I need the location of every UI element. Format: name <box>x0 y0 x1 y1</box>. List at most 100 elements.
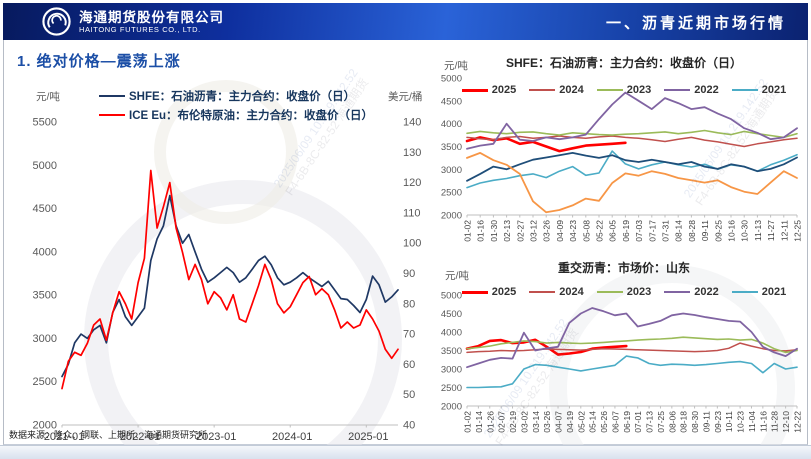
shfe-seasonal-chart: 2000 2500 3000 3500 4000 4500 5000 01-02 01-16 01… <box>441 74 803 242</box>
x-axis-tick-label: 08-18 <box>679 411 689 433</box>
y-axis-tick-label: 3000 <box>441 365 462 376</box>
legend-swatch <box>461 290 488 294</box>
x-axis-tick-label: 01-26 <box>485 411 495 433</box>
legend-item-2022: 2022 <box>664 286 719 298</box>
legend-swatch <box>529 89 556 91</box>
x-axis-tick-label: 07-01 <box>633 411 643 433</box>
y-axis-tick-label: 3500 <box>441 346 462 357</box>
x-axis-tick-label: 09-11 <box>701 411 711 432</box>
legend-label: 2024 <box>559 286 584 298</box>
legend-item-2024: 2024 <box>529 286 584 298</box>
series-line-2023 <box>466 336 798 354</box>
x-axis-tick-label: 09-25 <box>713 220 723 242</box>
series-line-unlabeled-navy <box>466 152 798 182</box>
x-axis-tick-label: 08-06 <box>667 411 677 433</box>
x-axis-tick-label: 01-02 <box>463 411 473 433</box>
x-axis-tick-label: 08-28 <box>687 220 697 242</box>
x-axis-tick-label: 07-25 <box>656 411 666 433</box>
y-axis-tick-label: 4000 <box>441 119 462 130</box>
x-axis-tick-label: 2023-01 <box>196 431 236 443</box>
x-axis-tick-label: 10-23 <box>736 411 746 433</box>
data-source-note: 数据来源：隆众、钢联、上期所、海通期货研究所 <box>9 430 208 440</box>
y-axis-right-tick-label: 40 <box>403 420 415 432</box>
legend-item-2023: 2023 <box>596 286 652 298</box>
x-axis-tick-label: 01-30 <box>489 220 499 242</box>
x-axis-tick-label: 11-13 <box>753 220 763 241</box>
series-line-2023 <box>466 129 798 139</box>
legend-item-2025: 2025 <box>461 286 517 298</box>
x-axis-tick-label: 03-12 <box>529 220 539 242</box>
y-axis-right-tick-label: 100 <box>403 238 421 250</box>
company-name: 海通期货股份有限公司 HAITONG FUTURES CO., LTD. <box>79 10 224 34</box>
shandong-legend: 2025 2024 2023 2022 2021 <box>441 286 807 298</box>
y-axis-tick-label: 3000 <box>33 333 57 345</box>
x-axis-tick-label: 11-28 <box>770 411 780 432</box>
y-axis-right-tick-label: 110 <box>403 207 421 219</box>
series-line-2024 <box>466 342 798 354</box>
legend-label: 2023 <box>626 84 652 96</box>
legend-item-2022: 2022 <box>664 84 719 96</box>
legend-label: 2025 <box>491 286 517 298</box>
shandong-chart: 2000 2500 3000 3500 4000 4500 5000 01-02 01-14 01… <box>441 291 803 433</box>
x-axis-tick-label: 11-04 <box>747 411 757 432</box>
series-line-2021 <box>466 150 798 189</box>
x-axis-tick-label: 08-14 <box>674 220 684 242</box>
x-axis-tick-label: 07-03 <box>634 220 644 242</box>
x-axis-tick-label: 02-19 <box>508 411 518 433</box>
left-chart-unit-left: 元/吨 <box>36 91 60 103</box>
y-axis-tick-label: 3500 <box>441 142 462 153</box>
x-axis-tick-label: 01-16 <box>476 220 486 242</box>
y-axis-tick-label: 4000 <box>441 328 462 339</box>
y-axis-tick-label: 3500 <box>33 290 57 302</box>
x-axis-tick-label: 05-22 <box>595 220 605 242</box>
legend-item-SHFE：石油沥青：主力合约：收盘价（日）: SHFE：石油沥青：主力合约：收盘价（日） <box>99 88 373 104</box>
x-axis-tick-label: 2021-01 <box>44 431 84 443</box>
legend-swatch <box>596 89 623 91</box>
shfe-seasonal-unit: 元/吨 <box>444 60 468 72</box>
x-axis-tick-label: 05-26 <box>599 411 609 433</box>
x-axis-tick-label: 12-22 <box>793 411 803 433</box>
y-axis-tick-label: 5000 <box>441 74 462 85</box>
x-axis-tick-label: 11-16 <box>758 411 768 432</box>
x-axis-tick-label: 10-11 <box>724 411 734 432</box>
x-axis-tick-label: 07-31 <box>661 220 671 242</box>
x-axis-tick-label: 05-14 <box>588 411 598 433</box>
shfe-seasonal-chart-title: SHFE：石油沥青：主力合约：收盘价（日） <box>505 56 742 70</box>
legend-label: 2025 <box>491 84 517 96</box>
x-axis-tick-label: 10-30 <box>740 220 750 242</box>
haitong-logo-icon <box>42 7 71 36</box>
x-axis-tick-label: 01-02 <box>463 220 473 242</box>
series-line-unlabeled-orange <box>466 152 798 214</box>
x-axis-tick-label: 03-26 <box>542 411 552 433</box>
y-axis-tick-label: 2500 <box>33 376 57 388</box>
x-axis-tick-label: 05-02 <box>576 411 586 433</box>
x-axis-tick-label: 04-19 <box>565 411 575 433</box>
legend-label: 2024 <box>559 84 584 96</box>
x-axis-tick-label: 12-10 <box>781 411 791 433</box>
y-axis-tick-label: 5000 <box>33 160 57 172</box>
y-axis-right-tick-label: 130 <box>403 147 421 159</box>
y-axis-tick-label: 4500 <box>441 309 462 320</box>
left-chart-unit-right: 美元/桶 <box>388 91 423 103</box>
y-axis-tick-label: 5500 <box>33 117 57 129</box>
shfe-seasonal-legend: 2025 2024 2023 2022 2021 <box>441 84 807 96</box>
x-axis-tick-label: 07-13 <box>645 411 655 433</box>
legend-label: 2022 <box>694 84 719 96</box>
series-line-2022 <box>466 307 798 369</box>
y-axis-tick-label: 4000 <box>33 246 57 258</box>
company-name-en: HAITONG FUTURES CO., LTD. <box>79 24 201 34</box>
y-axis-tick-label: 2500 <box>441 383 462 394</box>
x-axis-tick-label: 11-27 <box>766 220 776 241</box>
legend-label: 2023 <box>626 286 652 298</box>
x-axis-tick-label: 04-23 <box>568 220 578 242</box>
x-axis-tick-label: 03-26 <box>542 220 552 242</box>
x-axis-tick-label: 12-25 <box>793 220 803 242</box>
section-title: 一、沥青近期市场行情 <box>605 15 786 32</box>
company-logo: 海通期货股份有限公司 HAITONG FUTURES CO., LTD. <box>41 6 224 37</box>
legend-swatch <box>99 114 125 116</box>
legend-item-2024: 2024 <box>529 84 584 96</box>
x-axis-tick-label: 03-14 <box>531 411 541 433</box>
legend-swatch <box>596 291 623 293</box>
absolute-price-chart: 2000 2500 3000 3500 4000 4500 5000 5500 40 50 60 70… <box>33 117 422 444</box>
